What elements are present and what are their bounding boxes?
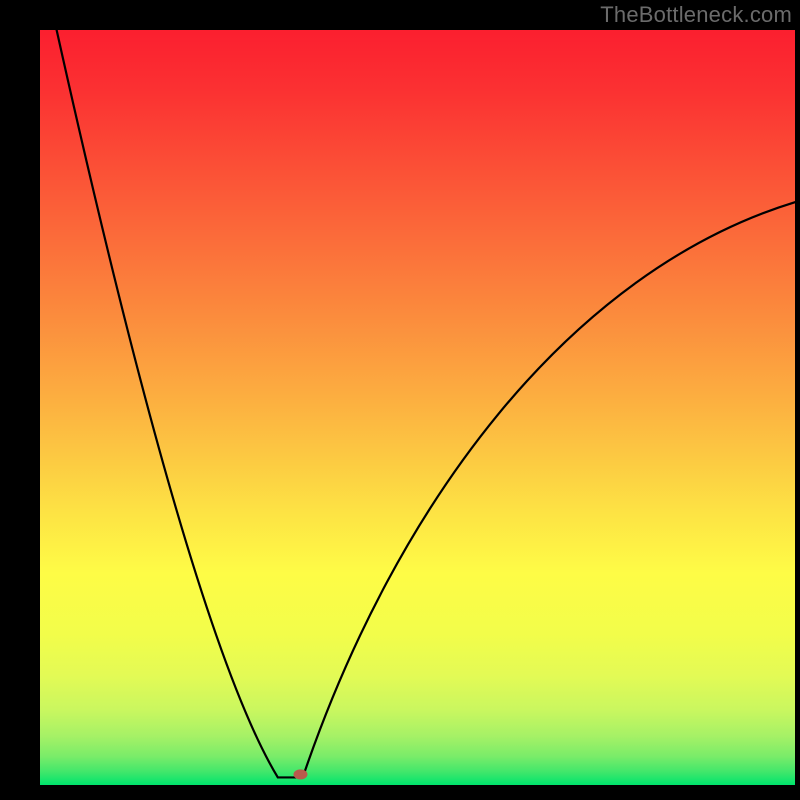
watermark-text: TheBottleneck.com (600, 2, 792, 28)
chart-svg (0, 0, 800, 800)
minimum-marker (293, 769, 307, 779)
plot-background (40, 30, 795, 785)
chart-container: TheBottleneck.com (0, 0, 800, 800)
